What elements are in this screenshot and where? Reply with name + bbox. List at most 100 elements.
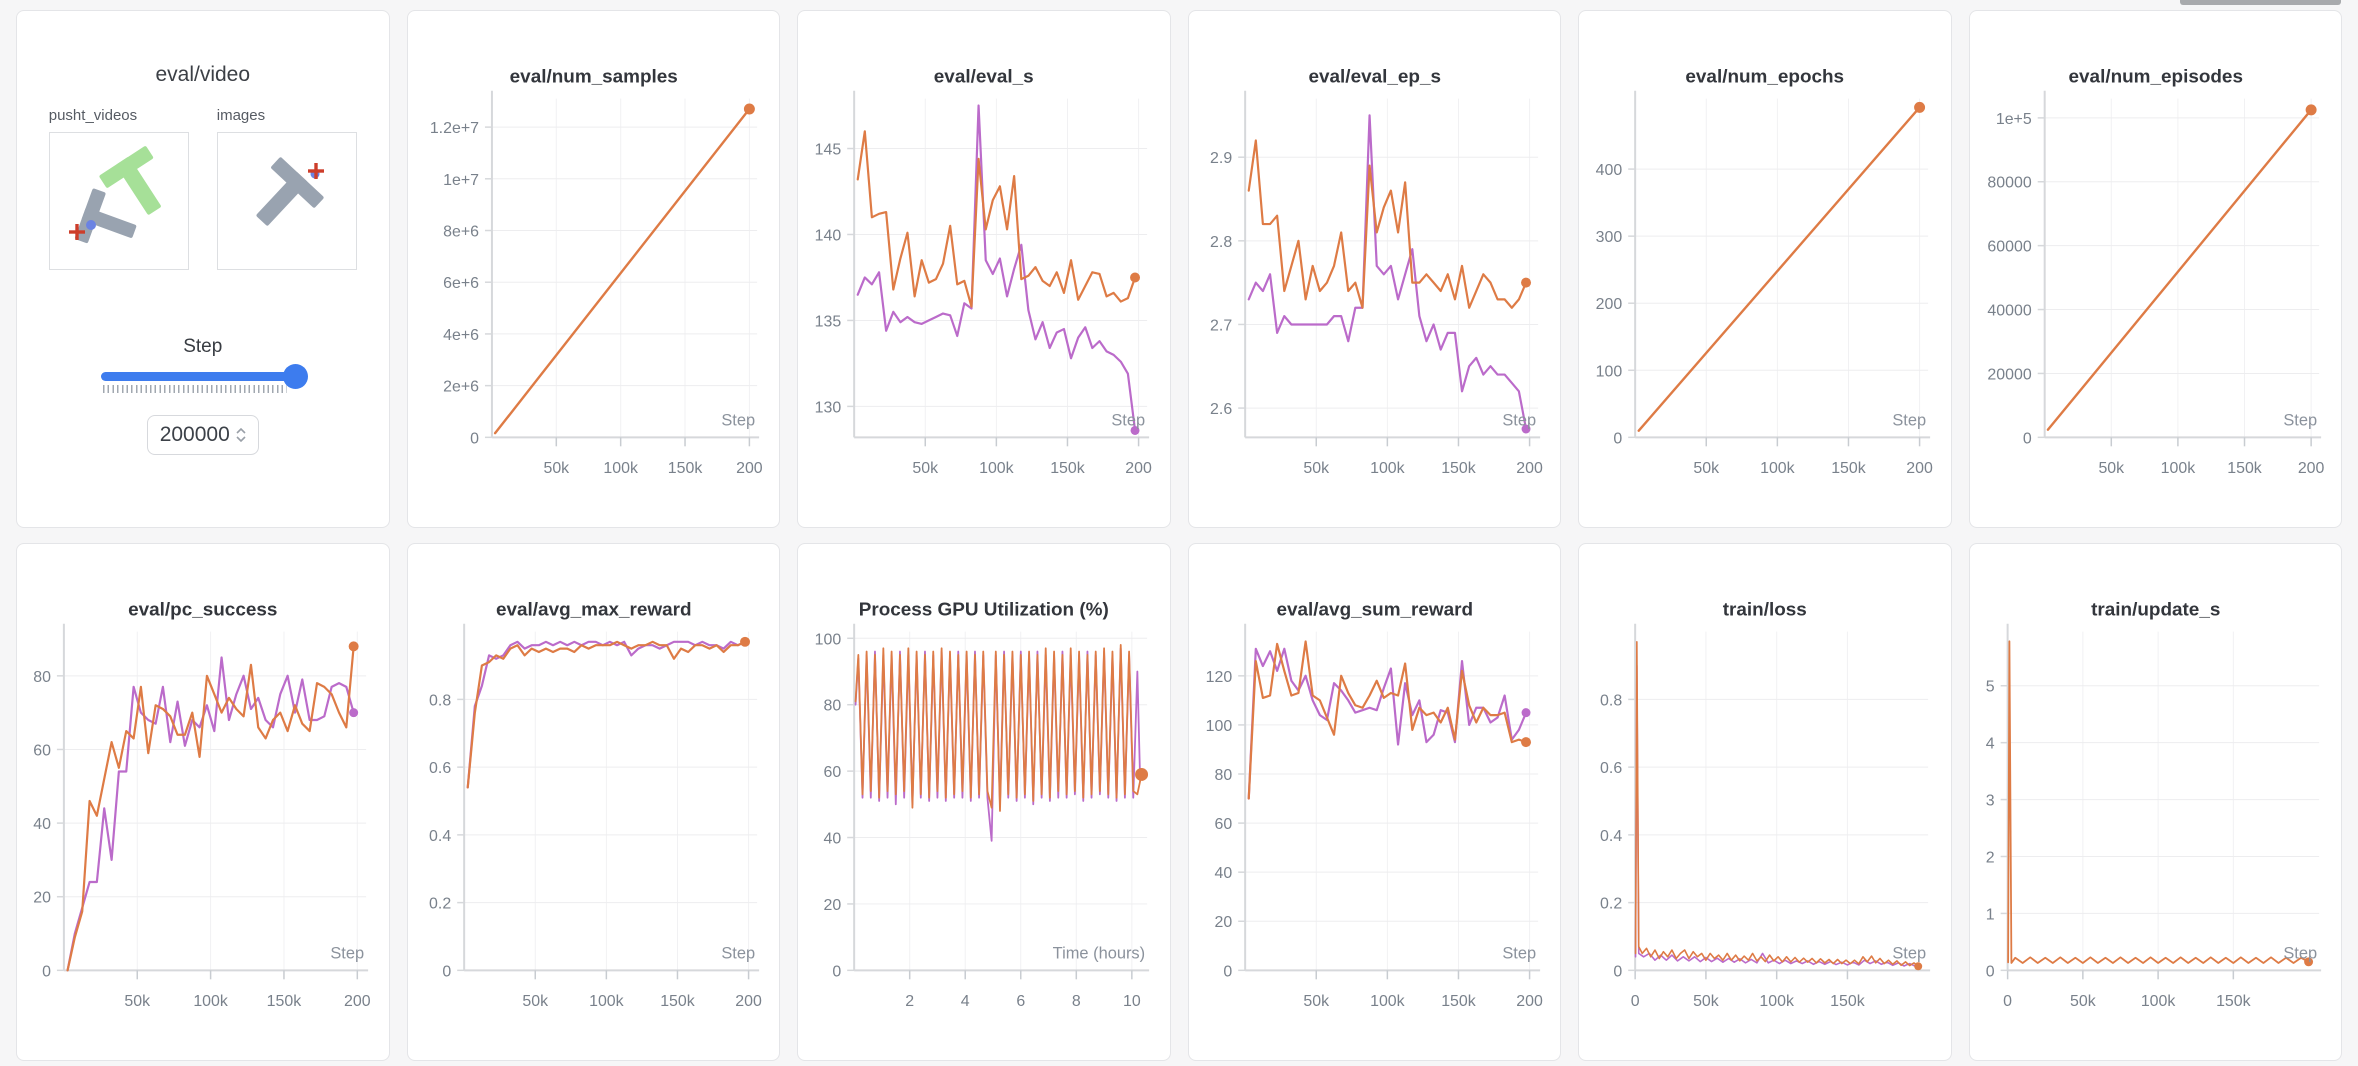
chart-panel-eval-avg-max-reward[interactable]: eval/avg_max_reward 50k 100k 150k 200 0 0.2 0.4…	[406, 543, 780, 1061]
series-run-purple	[466, 640, 746, 789]
y-tick-label: 0.6	[429, 760, 451, 777]
y-tick-label: 20	[823, 897, 841, 914]
x-tick-label: 150k	[1830, 993, 1865, 1010]
chart-panel-eval-num-epochs[interactable]: eval/num_epochs 50k 100k 150k 200 0 100 200 300 4…	[1578, 10, 1952, 528]
chart-panel-train-loss[interactable]: train/loss 0 50k 100k 150k 0 0.2 0.4 0.6 0.8 Step	[1578, 543, 1952, 1061]
y-tick-label: 80000	[1987, 175, 2031, 192]
x-tick-label: 2	[905, 993, 914, 1010]
x-tick-label: 50k	[1303, 460, 1329, 477]
x-tick-label: 200	[1125, 460, 1152, 477]
images-frame	[256, 157, 324, 226]
chart-panel-train-update-s[interactable]: train/update_s 0 50k 100k 150k 0 1 2 3 4 5 Step	[1968, 543, 2342, 1061]
y-tick-label: 100	[1596, 363, 1623, 380]
x-tick-label: 150k	[2216, 993, 2251, 1010]
y-tick-label: 3	[1985, 793, 1994, 810]
media-panel-title: eval/video	[155, 63, 251, 86]
series-end-dot	[739, 636, 750, 647]
y-tick-label: 40000	[1987, 303, 2031, 320]
pusht-videos-label: pusht_videos	[48, 107, 138, 124]
series-end-dot	[1914, 962, 1923, 971]
x-tick-label: 50k	[1693, 460, 1719, 477]
y-tick-label: 80	[823, 698, 841, 715]
y-tick-label: 60	[823, 764, 841, 781]
x-tick-label: 50k	[2070, 993, 2096, 1010]
chart-panel-eval-num-episodes[interactable]: eval/num_episodes 50k 100k 150k 200 0 20000 400…	[1968, 10, 2342, 528]
goal-dot-icon	[85, 220, 96, 230]
x-axis-label: Step	[330, 944, 364, 962]
series-run-orange	[1247, 139, 1527, 309]
series-end-dot	[743, 103, 755, 115]
step-input[interactable]: 200000	[146, 415, 259, 455]
y-tick-label: 2.6	[1210, 401, 1232, 418]
series-end-dot	[1914, 101, 1926, 113]
x-tick-label: 150k	[2227, 460, 2262, 477]
x-tick-label: 100k	[2160, 460, 2195, 477]
series-end-dot	[1520, 737, 1531, 748]
slider-thumb[interactable]	[282, 364, 308, 389]
chart-canvas: eval/avg_sum_reward 50k 100k 150k 200 0 20 40 60…	[1205, 600, 1542, 1010]
y-tick-label: 0	[1223, 963, 1232, 980]
x-tick-label: 150k	[1831, 460, 1866, 477]
x-tick-label: 150k	[660, 993, 695, 1010]
y-tick-label: 0.6	[1600, 760, 1622, 777]
chart-canvas: train/update_s 0 50k 100k 150k 0 1 2 3 4 5 Step	[1985, 600, 2321, 1010]
x-tick-label: 4	[961, 993, 970, 1010]
pusht-videos-thumbnail[interactable]	[48, 132, 189, 270]
chart-canvas: eval/num_epochs 50k 100k 150k 200 0 100 200 300 4…	[1596, 67, 1933, 477]
y-tick-label: 0.2	[429, 896, 451, 913]
images-thumbnail[interactable]	[216, 132, 357, 270]
chart-panel-eval-avg-sum-reward[interactable]: eval/avg_sum_reward 50k 100k 150k 200 0 20 40 60…	[1187, 543, 1561, 1061]
x-axis-label: Step	[1502, 944, 1536, 962]
chart-title: eval/num_episodes	[2068, 67, 2242, 88]
y-tick-label: 2.9	[1210, 150, 1232, 167]
chart-panel-eval-eval-s[interactable]: eval/eval_s 50k 100k 150k 200 130 135 140 145 Ste…	[797, 10, 1171, 528]
y-tick-label: 130	[815, 399, 842, 416]
x-tick-label: 100k	[193, 993, 228, 1010]
y-tick-label: 1.2e+7	[429, 120, 478, 137]
eval-video-panel[interactable]: eval/video pusht_videos	[16, 10, 390, 528]
chart-panel-eval-pc-success[interactable]: eval/pc_success 50k 100k 150k 200 0 20 40 60 80 St…	[16, 543, 390, 1061]
chart-title: eval/num_epochs	[1685, 67, 1844, 88]
chart-title: eval/avg_sum_reward	[1276, 600, 1473, 621]
y-tick-label: 80	[33, 669, 51, 686]
series-end-dot	[349, 708, 359, 718]
chart-title: eval/eval_s	[934, 67, 1034, 88]
y-tick-label: 20	[1214, 914, 1232, 931]
y-tick-label: 100	[1205, 718, 1232, 735]
x-tick-label: 200	[735, 993, 762, 1010]
series-end-dot	[1521, 708, 1531, 718]
step-slider[interactable]	[100, 364, 308, 393]
step-slider-label: Step	[183, 336, 223, 357]
y-tick-label: 0.2	[1600, 896, 1622, 913]
chart-canvas: eval/num_samples 50k 100k 150k 200 0 2e+6 4e+6 6…	[429, 67, 763, 477]
series-end-dot	[2303, 957, 2313, 967]
slider-track[interactable]	[100, 364, 308, 389]
stepper-arrows-icon[interactable]	[236, 428, 246, 442]
chart-title: eval/eval_ep_s	[1308, 67, 1440, 88]
chart-panel-eval-eval-ep-s[interactable]: eval/eval_ep_s 50k 100k 150k 200 2.6 2.7 2.8 2.9…	[1187, 10, 1561, 528]
chart-panel-eval-num-samples[interactable]: eval/num_samples 50k 100k 150k 200 0 2e+6 4e+6 6…	[406, 10, 780, 528]
chart-canvas: eval/pc_success 50k 100k 150k 200 0 20 40 60 80 St…	[33, 600, 371, 1010]
x-tick-label: 0	[2003, 993, 2012, 1010]
y-tick-label: 1e+5	[1995, 111, 2031, 128]
y-tick-label: 40	[33, 816, 51, 833]
y-tick-label: 0	[832, 963, 841, 980]
x-axis-label: Step	[1892, 944, 1926, 962]
chart-title: Process GPU Utilization (%)	[859, 600, 1109, 621]
series-run-orange	[856, 130, 1137, 308]
media-thumbnails: pusht_videos	[17, 107, 389, 270]
chart-title: eval/pc_success	[128, 600, 277, 621]
x-tick-label: 100k	[1760, 460, 1795, 477]
x-axis-label: Time (hours)	[1053, 944, 1145, 962]
y-tick-label: 8e+6	[443, 223, 479, 240]
slider-ticks	[102, 385, 287, 393]
x-tick-label: 100k	[979, 460, 1014, 477]
chart-panel-process-gpu-utilization[interactable]: Process GPU Utilization (%) 2 4 6 8 10 0 20 40 60…	[797, 543, 1171, 1061]
x-tick-label: 200	[1516, 460, 1543, 477]
chart-title: eval/avg_max_reward	[495, 600, 691, 621]
x-tick-label: 200	[736, 460, 763, 477]
x-tick-label: 100k	[2140, 993, 2175, 1010]
x-tick-label: 100k	[1370, 993, 1405, 1010]
series-end-dot	[1520, 277, 1531, 288]
